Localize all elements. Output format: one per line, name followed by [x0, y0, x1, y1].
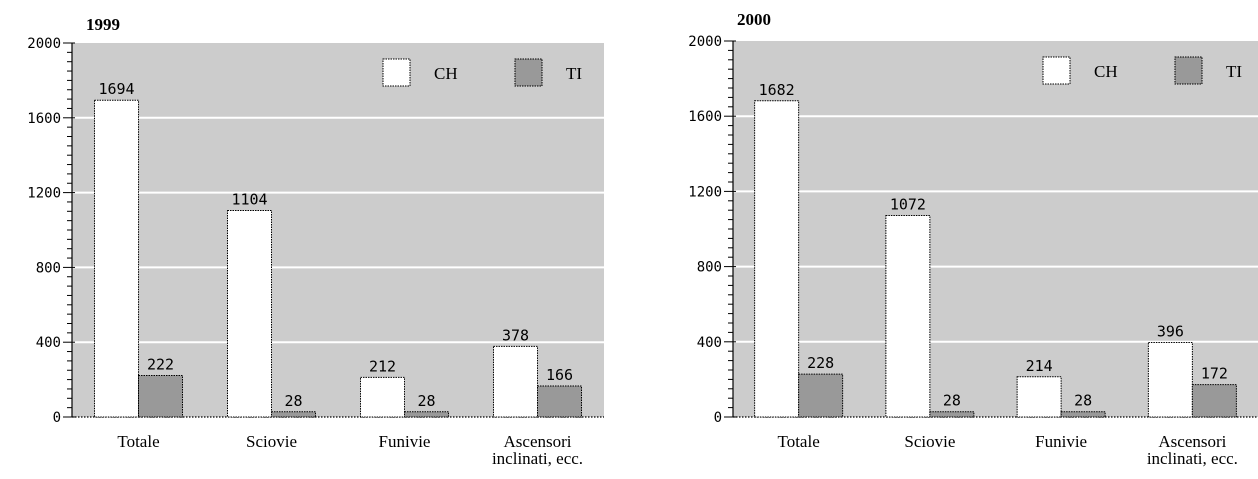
data-label: 172: [1201, 365, 1228, 383]
bar-CH-2: [1016, 376, 1062, 418]
data-label: 28: [943, 392, 961, 410]
y-tick-label: 1600: [27, 111, 61, 127]
category-label: Sciovie: [246, 432, 297, 451]
category-label: Totale: [117, 432, 159, 451]
bar-TI-0: [138, 374, 183, 418]
category-label: Ascensori: [504, 432, 572, 451]
y-tick-label: 400: [697, 335, 722, 351]
data-label: 1072: [890, 195, 926, 213]
category-label: inclinati, ecc.: [1147, 449, 1238, 468]
y-tick-label: 800: [697, 260, 722, 276]
legend-label: CH: [434, 64, 458, 83]
y-tick-label: 400: [36, 335, 61, 351]
category-label: Totale: [778, 432, 820, 451]
legend-swatch-TI: [1174, 56, 1203, 85]
chart-title: 2000: [737, 10, 771, 29]
bar-TI-3: [537, 385, 582, 418]
data-label: 28: [1074, 392, 1092, 410]
legend-swatch-CH: [1042, 56, 1071, 85]
data-label: 1682: [759, 81, 795, 99]
data-label: 1104: [231, 191, 267, 209]
data-label: 28: [284, 392, 302, 410]
legend-label: TI: [1226, 62, 1242, 81]
y-tick-label: 1200: [688, 184, 722, 200]
category-label: Ascensori: [1158, 432, 1226, 451]
bar-CH-1: [227, 210, 272, 418]
legend-label: TI: [566, 64, 582, 83]
category-label: Funivie: [379, 432, 431, 451]
bar-CH-0: [94, 99, 139, 418]
y-tick-label: 2000: [27, 36, 61, 52]
bar-CH-3: [1147, 342, 1193, 418]
legend-label: CH: [1094, 62, 1118, 81]
data-label: 166: [546, 366, 573, 384]
data-label: 222: [147, 355, 174, 373]
data-label: 396: [1157, 323, 1184, 341]
bar-CH-2: [360, 376, 405, 418]
chart-title: 1999: [86, 15, 120, 34]
bar-TI-1: [929, 411, 975, 418]
category-label: inclinati, ecc.: [492, 449, 583, 468]
legend-swatch-TI: [514, 58, 543, 87]
legend-swatch-CH: [382, 58, 411, 87]
category-label: Funivie: [1035, 432, 1087, 451]
data-label: 1694: [98, 80, 134, 98]
bar-TI-3: [1191, 384, 1237, 418]
chart-panel-1999: 0 400 800 1200 1600 2000 1999 1694 222 Totale 1104…: [27, 15, 604, 468]
y-tick-label: 1200: [27, 186, 61, 202]
data-label: 28: [417, 392, 435, 410]
y-tick-label: 2000: [688, 34, 722, 50]
chart-panel-2000: 0 400 800 1200 1600 2000 2000 1682 228 Totale 1072…: [688, 10, 1258, 468]
bar-TI-1: [271, 411, 316, 418]
bar-CH-0: [754, 100, 800, 418]
bar-TI-2: [1060, 411, 1106, 418]
category-label: Sciovie: [904, 432, 955, 451]
bar-TI-2: [404, 411, 449, 418]
data-label: 212: [369, 357, 396, 375]
bar-TI-0: [798, 373, 844, 418]
y-tick-label: 800: [36, 260, 61, 276]
bar-CH-1: [885, 214, 931, 418]
data-label: 214: [1026, 357, 1053, 375]
y-tick-label: 0: [53, 410, 61, 426]
y-tick-label: 1600: [688, 109, 722, 125]
bar-CH-3: [493, 345, 538, 418]
data-label: 378: [502, 326, 529, 344]
data-label: 228: [807, 354, 834, 372]
y-tick-label: 0: [714, 410, 722, 426]
